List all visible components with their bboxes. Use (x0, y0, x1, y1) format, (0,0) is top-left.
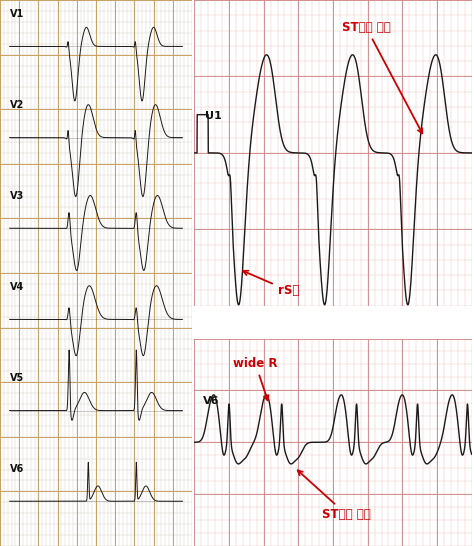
Text: V6: V6 (203, 396, 219, 406)
Text: V5: V5 (9, 373, 24, 383)
Text: V4: V4 (9, 282, 24, 292)
Text: V2: V2 (9, 100, 24, 110)
Text: V1: V1 (9, 9, 24, 19)
Text: ST분절 상승: ST분절 상승 (342, 21, 422, 133)
Text: wide R: wide R (233, 357, 278, 400)
Text: V3: V3 (9, 191, 24, 201)
Text: rS파: rS파 (243, 271, 299, 297)
Text: U1: U1 (205, 111, 222, 121)
Text: V6: V6 (9, 464, 24, 474)
Text: ST분절 하강: ST분절 하강 (298, 470, 371, 521)
